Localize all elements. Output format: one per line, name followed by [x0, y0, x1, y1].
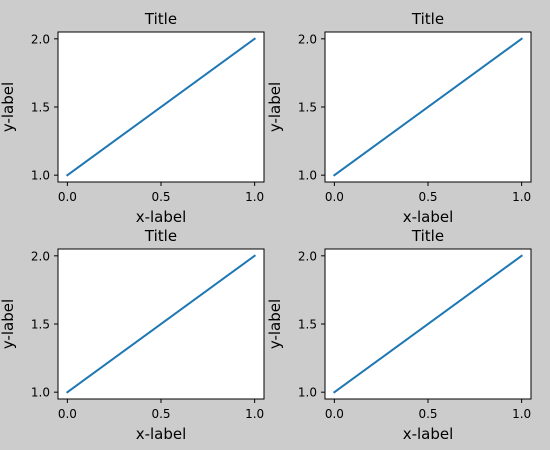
y-tick-label: 2.0	[298, 249, 317, 263]
y-axis-label: y-label	[0, 82, 17, 132]
x-tick-label: 0.5	[418, 190, 437, 204]
x-tick-label: 0.0	[325, 407, 344, 421]
chart-title: Title	[411, 10, 444, 28]
series-line-1	[332, 254, 524, 394]
x-tick-label: 0.5	[151, 190, 170, 204]
x-tick-label: 0.0	[325, 190, 344, 204]
y-axis-label: y-label	[266, 82, 284, 132]
y-tick-label: 1.0	[31, 169, 50, 183]
subplot-2: 0.0 0.5 1.0 1.0 1.5 2.0 Title x-label y-label	[266, 10, 532, 226]
x-tick-label: 0.5	[418, 407, 437, 421]
chart-title: Title	[144, 10, 177, 28]
subplot-4: 0.0 0.5 1.0 1.0 1.5 2.0 Title x-label y-label	[266, 227, 532, 443]
y-tick-label: 1.5	[298, 318, 317, 332]
chart-title: Title	[144, 227, 177, 245]
y-axis-label: y-label	[0, 299, 17, 349]
subplot-3: 0.0 0.5 1.0 1.0 1.5 2.0 Title x-label y-label	[0, 227, 265, 443]
x-axis-label: x-label	[403, 208, 454, 226]
x-tick-label: 1.0	[512, 407, 531, 421]
y-axis-label: y-label	[266, 299, 284, 349]
y-tick-label: 1.0	[31, 386, 50, 400]
y-tick-label: 2.0	[31, 249, 50, 263]
y-tick-label: 2.0	[31, 32, 50, 46]
x-axis-label: x-label	[136, 425, 187, 443]
y-tick-label: 1.5	[31, 101, 50, 115]
y-tick-label: 1.0	[298, 169, 317, 183]
x-axis-label: x-label	[136, 208, 187, 226]
y-tick-label: 1.5	[298, 101, 317, 115]
series-line-1	[65, 37, 257, 177]
x-tick-label: 1.0	[512, 190, 531, 204]
x-tick-label: 1.0	[245, 190, 264, 204]
y-tick-label: 1.5	[31, 318, 50, 332]
x-tick-label: 0.0	[58, 190, 77, 204]
series-line-1	[332, 37, 524, 177]
series-line-1	[65, 254, 257, 394]
y-tick-label: 2.0	[298, 32, 317, 46]
y-tick-label: 1.0	[298, 386, 317, 400]
x-tick-label: 0.5	[151, 407, 170, 421]
chart-title: Title	[411, 227, 444, 245]
x-tick-label: 0.0	[58, 407, 77, 421]
x-axis-label: x-label	[403, 425, 454, 443]
x-tick-label: 1.0	[245, 407, 264, 421]
subplot-1: 0.0 0.5 1.0 1.0 1.5 2.0 Title x-label y-label	[0, 10, 265, 226]
